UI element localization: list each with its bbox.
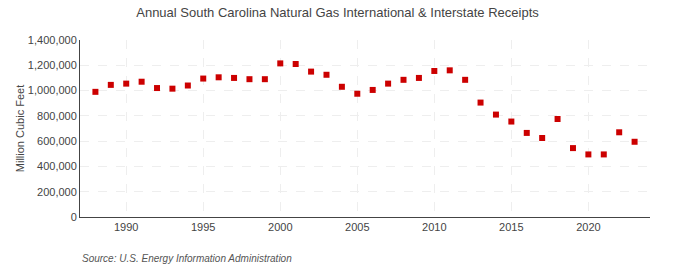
svg-text:1,000,000: 1,000,000 [28, 84, 77, 96]
svg-text:1995: 1995 [191, 221, 215, 233]
svg-text:1990: 1990 [114, 221, 138, 233]
svg-text:200,000: 200,000 [37, 186, 77, 198]
svg-text:1,400,000: 1,400,000 [28, 34, 77, 46]
svg-text:2010: 2010 [422, 221, 446, 233]
svg-text:600,000: 600,000 [37, 135, 77, 147]
svg-text:2020: 2020 [576, 221, 600, 233]
svg-text:2015: 2015 [499, 221, 523, 233]
svg-text:800,000: 800,000 [37, 110, 77, 122]
svg-text:0: 0 [71, 211, 77, 223]
svg-text:2000: 2000 [268, 221, 292, 233]
svg-text:Million Cubic Feet: Million Cubic Feet [14, 85, 26, 172]
svg-text:Annual South Carolina Natural: Annual South Carolina Natural Gas Intern… [136, 5, 539, 20]
svg-text:400,000: 400,000 [37, 160, 77, 172]
svg-text:1,200,000: 1,200,000 [28, 59, 77, 71]
svg-text:2005: 2005 [345, 221, 369, 233]
svg-text:Source: U.S. Energy Informatio: Source: U.S. Energy Information Administ… [82, 253, 292, 264]
